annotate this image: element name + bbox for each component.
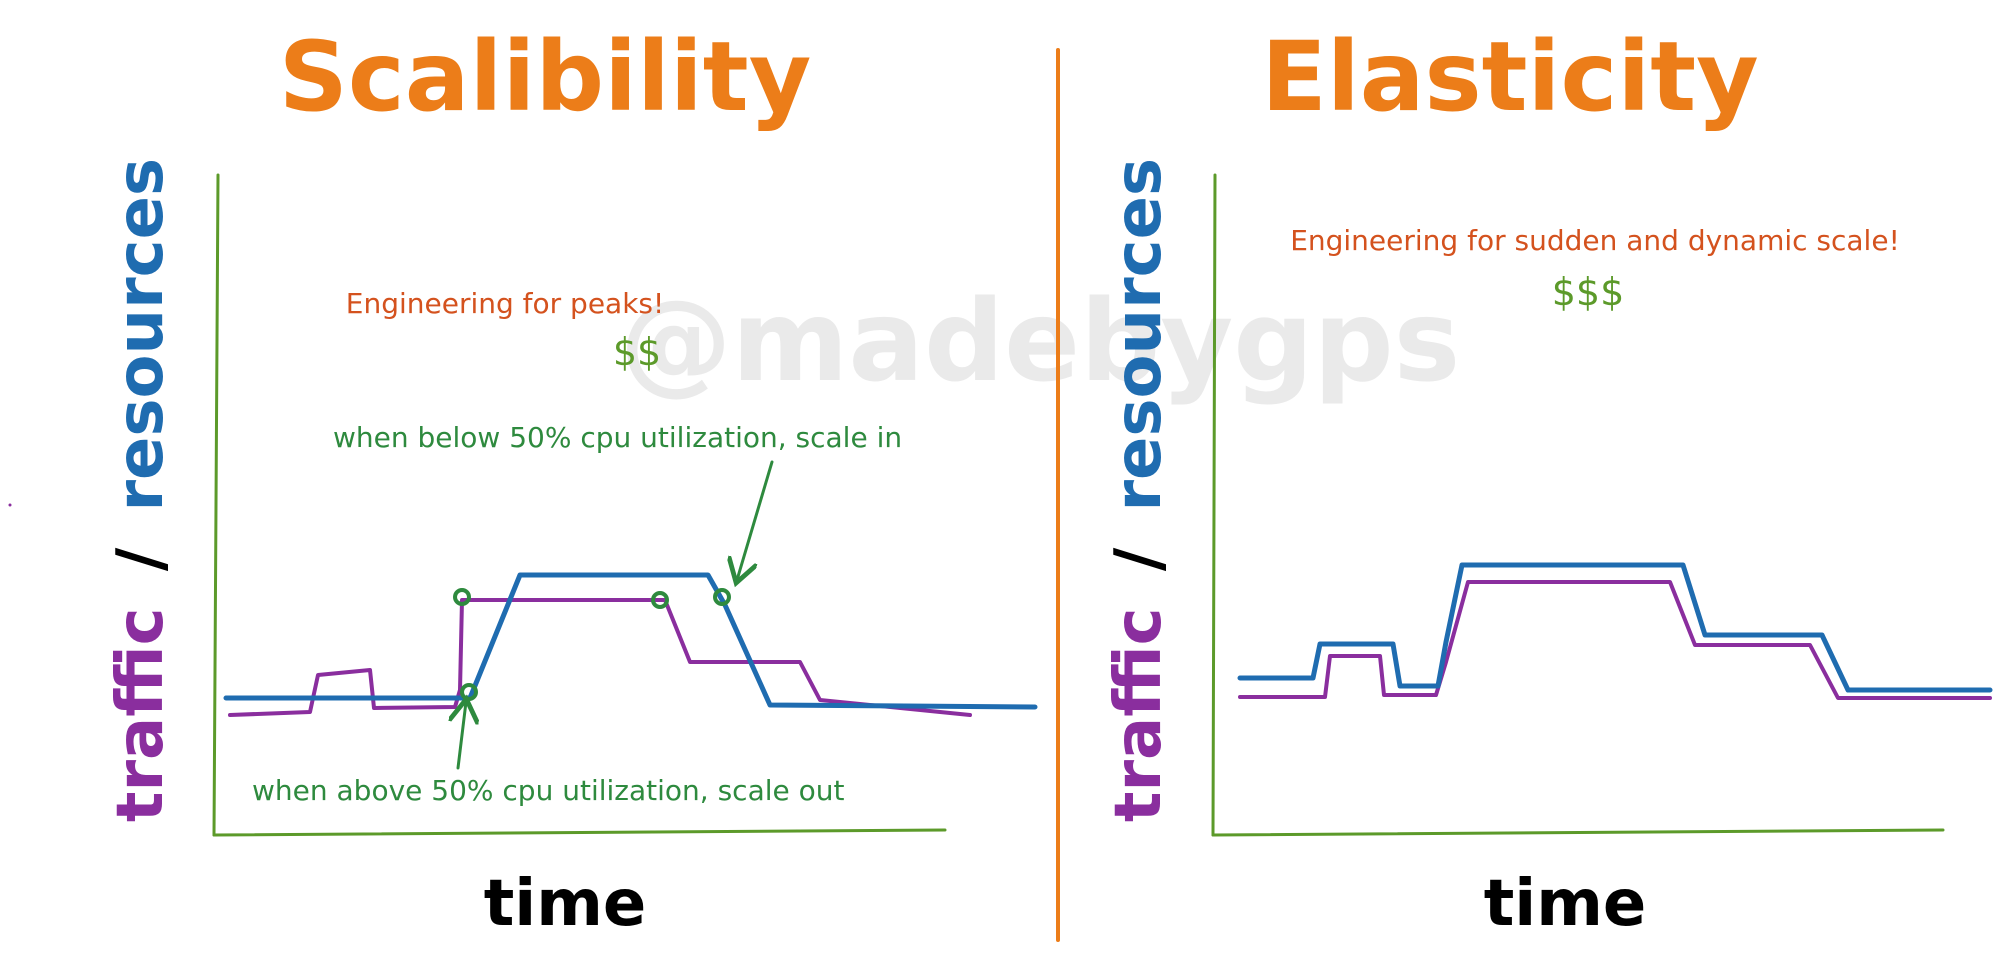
scale-in-annotation: when below 50% cpu utilization, scale in [333,421,902,454]
scalability-x-axis [212,828,947,837]
svg-text:traffic / reso: traffic / resources [104,158,178,822]
elasticity-y-axis [1211,173,1217,837]
stray-dot [8,503,12,507]
scalability-cost: $$ [613,330,661,374]
scale-out-arrow [458,702,466,770]
elasticity-y-label-resources: resources [1102,158,1176,512]
scalability-y-label-traffic: traffic [104,607,178,822]
elasticity-x-axis [1211,828,1945,837]
elasticity-traffic-line [1238,580,1992,700]
scale-out-threshold-marker [453,588,471,606]
elasticity-x-label: time [1484,867,1647,941]
scalability-y-label-resources: resources [104,158,178,512]
scalability-resources-line [223,572,1038,710]
scalability-y-label: traffic / resources [104,158,178,822]
scalability-y-label-separator: / [104,547,178,571]
scalability-note: Engineering for peaks! [346,287,665,320]
elasticity-cost: $$$ [1552,270,1625,314]
scalability-panel: Scalibility traffic / resources time Eng… [8,21,1038,941]
elasticity-title: Elasticity [1261,21,1758,133]
elasticity-panel: Elasticity traffic / resources time Engi… [1102,21,1993,941]
scalability-x-label: time [484,867,647,941]
elasticity-y-label-traffic: traffic [1102,607,1176,822]
scalability-y-axis [212,173,220,837]
elasticity-y-label: traffic / resources [1102,158,1176,822]
elasticity-note: Engineering for sudden and dynamic scale… [1290,224,1900,257]
scale-in-threshold-marker [713,588,731,606]
elasticity-resources-line [1237,562,1993,693]
scale-in-start-marker [651,591,669,609]
watermark: @madebygps [620,277,1461,407]
scale-in-arrow [737,460,774,580]
scalability-title: Scalibility [279,21,812,133]
svg-text:traffic / reso: traffic / resources [1102,158,1176,822]
elasticity-y-label-separator: / [1102,547,1176,571]
scalability-traffic-line [228,598,972,717]
scale-out-annotation: when above 50% cpu utilization, scale ou… [252,774,845,807]
